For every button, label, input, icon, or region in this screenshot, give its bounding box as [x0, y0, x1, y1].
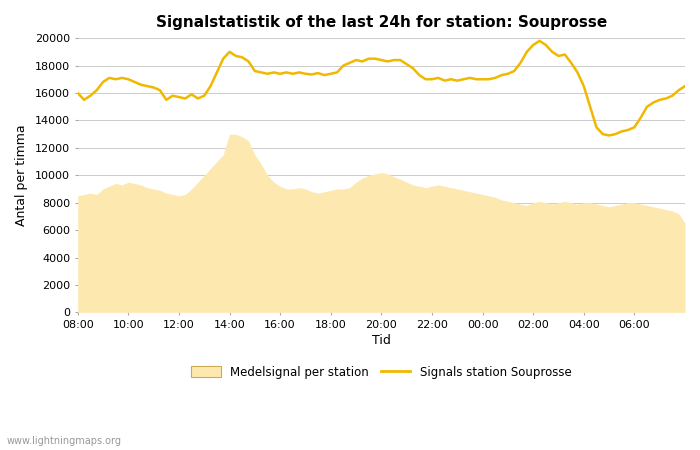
X-axis label: Tid: Tid — [372, 334, 391, 347]
Title: Signalstatistik of the last 24h for station: Souprosse: Signalstatistik of the last 24h for stat… — [155, 15, 607, 30]
Text: www.lightningmaps.org: www.lightningmaps.org — [7, 436, 122, 446]
Legend: Medelsignal per station, Signals station Souprosse: Medelsignal per station, Signals station… — [186, 361, 576, 383]
Y-axis label: Antal per timma: Antal per timma — [15, 125, 28, 226]
